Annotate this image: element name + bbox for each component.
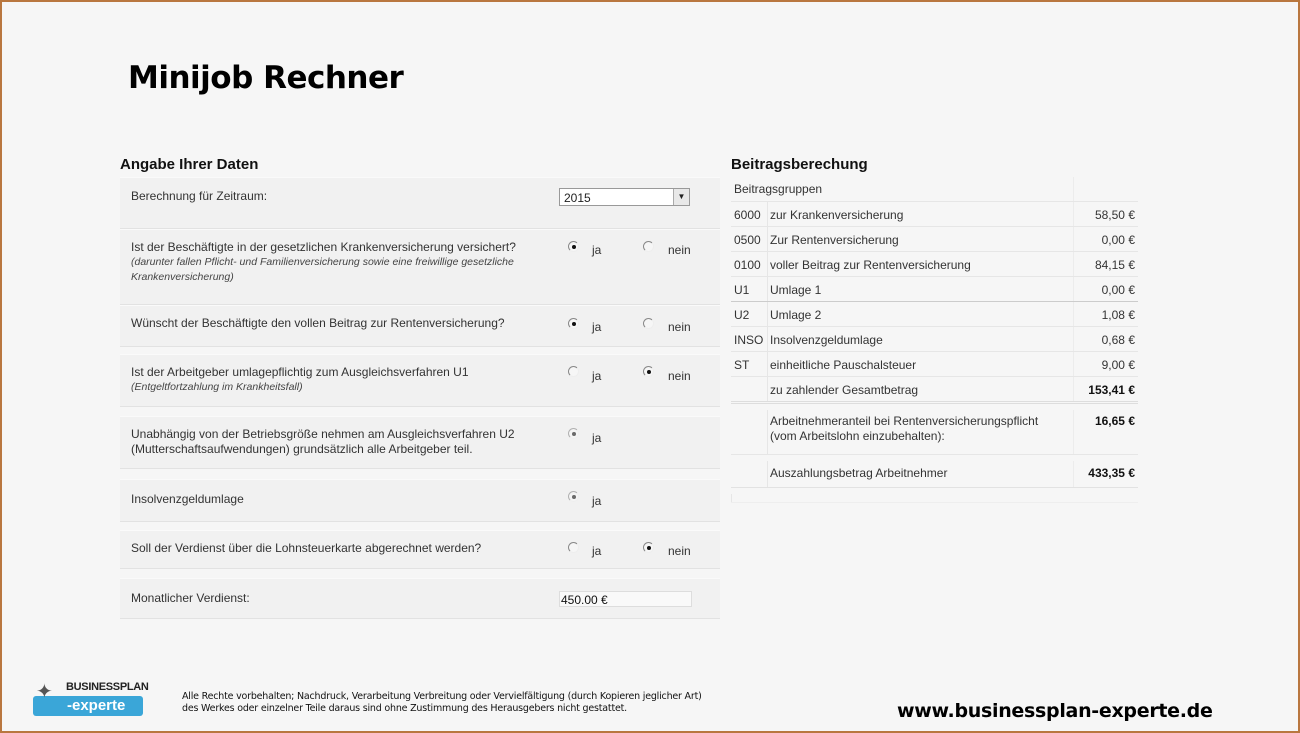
question-row: Unabhängig von der Betriebsgröße nehmen … [120, 416, 720, 469]
row-value: 58,50 € [1094, 208, 1135, 222]
figure-icon: ✦ [36, 681, 53, 703]
page-title: Minijob Rechner [128, 60, 404, 96]
left-heading: Angabe Ihrer Daten [120, 156, 259, 173]
row-value: 0,00 € [1101, 233, 1135, 247]
radio-nein-label: nein [668, 544, 691, 558]
radio-ja-label: ja [592, 494, 602, 508]
payout-value: 433,35 € [1088, 466, 1135, 480]
table-row: 0100 voller Beitrag zur Rentenversicherun… [731, 252, 1138, 277]
businessplan-logo: ✦ BUSINESSPLAN -experte [33, 679, 149, 716]
table-row: U1 Umlage 1 0,00 € [731, 277, 1138, 302]
question-note: (darunter fallen Pflicht- und Familienve… [131, 256, 514, 283]
website-url[interactable]: www.businessplan-experte.de [897, 700, 1213, 722]
contribution-table: Beitragsgruppen 6000 zur Krankenversicher… [731, 177, 1138, 503]
question-text: Wünscht der Beschäftigte den vollen Beit… [131, 316, 505, 330]
radio-ja-label: ja [592, 243, 602, 257]
period-label: Berechnung für Zeitraum: [131, 189, 268, 203]
radio-ja[interactable] [568, 318, 579, 329]
chevron-down-icon[interactable]: ▼ [673, 189, 689, 205]
table-row: ST einheitliche Pauschalsteuer 9,00 € [731, 352, 1138, 377]
row-desc: voller Beitrag zur Rentenversicherung [770, 258, 971, 272]
radio-ja[interactable] [568, 491, 579, 502]
row-desc: einheitliche Pauschalsteuer [770, 358, 917, 372]
employee-share-value: 16,65 € [1094, 414, 1135, 428]
legal-line: Alle Rechte vorbehalten; Nachdruck, Vera… [182, 691, 702, 702]
payout-row: Auszahlungsbetrag Arbeitnehmer 433,35 € [731, 461, 1138, 488]
radio-nein[interactable] [643, 318, 654, 329]
radio-nein[interactable] [643, 542, 654, 553]
question-row: Insolvenzgeldumlage ja [120, 479, 720, 522]
table-row: 6000 zur Krankenversicherung 58,50 € [731, 202, 1138, 227]
row-code: 6000 [734, 208, 761, 222]
radio-ja-label: ja [592, 320, 602, 334]
radio-ja[interactable] [568, 428, 579, 439]
table-row: 0500 Zur Rentenversicherung 0,00 € [731, 227, 1138, 252]
row-desc: Insolvenzgeldumlage [770, 333, 883, 347]
radio-nein-label: nein [668, 243, 691, 257]
total-label: zu zahlender Gesamtbetrag [770, 383, 919, 397]
salary-input[interactable]: 450.00 € [559, 591, 692, 607]
period-value: 2015 [564, 191, 591, 205]
row-desc: Zur Rentenversicherung [770, 233, 899, 247]
header-label: Beitragsgruppen [734, 182, 823, 196]
row-desc: Umlage 1 [770, 283, 822, 297]
row-code: 0100 [734, 258, 761, 272]
question-text: Insolvenzgeldumlage [131, 492, 244, 506]
row-code: U1 [734, 283, 750, 297]
question-row: Ist der Beschäftigte in der gesetzlichen… [120, 229, 720, 305]
period-select[interactable]: 2015 ▼ [559, 188, 690, 206]
logo-bottom-text: -experte [67, 697, 126, 714]
question-note: (Entgeltfortzahlung im Krankheitsfall) [131, 381, 303, 393]
radio-ja[interactable] [568, 366, 579, 377]
right-heading: Beitragsberechung [731, 156, 868, 173]
employee-share-label: Arbeitnehmeranteil bei Rentenversicherun… [770, 414, 1039, 428]
payout-label: Auszahlungsbetrag Arbeitnehmer [770, 466, 948, 480]
radio-ja-label: ja [592, 544, 602, 558]
logo-top-text: BUSINESSPLAN [66, 681, 149, 693]
row-code: ST [734, 358, 750, 372]
radio-ja-label: ja [592, 369, 602, 383]
table-header: Beitragsgruppen [731, 177, 1138, 202]
question-text: Soll der Verdienst über die Lohnsteuerka… [131, 541, 482, 555]
radio-nein[interactable] [643, 366, 654, 377]
radio-ja[interactable] [568, 241, 579, 252]
question-text: Ist der Beschäftigte in der gesetzlichen… [131, 240, 516, 254]
radio-nein[interactable] [643, 241, 654, 252]
salary-row: Monatlicher Verdienst: 450.00 € [120, 578, 720, 619]
question-text: Ist der Arbeitgeber umlagepflichtig zum … [131, 365, 469, 379]
row-value: 0,00 € [1101, 283, 1135, 297]
employee-share-note: (vom Arbeitslohn einzubehalten): [770, 429, 945, 443]
table-spacer [731, 494, 1138, 503]
row-desc: Umlage 2 [770, 308, 822, 322]
period-row: Berechnung für Zeitraum: 2015 ▼ [120, 177, 720, 229]
total-value: 153,41 € [1088, 383, 1135, 397]
row-code: U2 [734, 308, 750, 322]
radio-nein-label: nein [668, 320, 691, 334]
table-row: U2 Umlage 2 1,08 € [731, 302, 1138, 327]
legal-notice: Alle Rechte vorbehalten; Nachdruck, Vera… [182, 691, 702, 715]
row-value: 0,68 € [1101, 333, 1135, 347]
table-row: INSO Insolvenzgeldumlage 0,68 € [731, 327, 1138, 352]
question-row: Wünscht der Beschäftigte den vollen Beit… [120, 305, 720, 347]
question-row: Soll der Verdienst über die Lohnsteuerka… [120, 530, 720, 569]
salary-label: Monatlicher Verdienst: [131, 591, 250, 605]
radio-ja-label: ja [592, 431, 602, 445]
total-row: zu zahlender Gesamtbetrag 153,41 € [731, 377, 1138, 404]
row-code: INSO [734, 333, 764, 347]
employee-share-row: Arbeitnehmeranteil bei Rentenversicherun… [731, 410, 1138, 455]
row-desc: zur Krankenversicherung [770, 208, 904, 222]
row-value: 1,08 € [1101, 308, 1135, 322]
radio-ja[interactable] [568, 542, 579, 553]
legal-line: des Werkes oder einzelner Teile daraus s… [182, 703, 627, 714]
row-code: 0500 [734, 233, 761, 247]
radio-nein-label: nein [668, 369, 691, 383]
row-value: 9,00 € [1101, 358, 1135, 372]
row-value: 84,15 € [1094, 258, 1135, 272]
question-text: Unabhängig von der Betriebsgröße nehmen … [131, 427, 515, 456]
question-row: Ist der Arbeitgeber umlagepflichtig zum … [120, 354, 720, 407]
